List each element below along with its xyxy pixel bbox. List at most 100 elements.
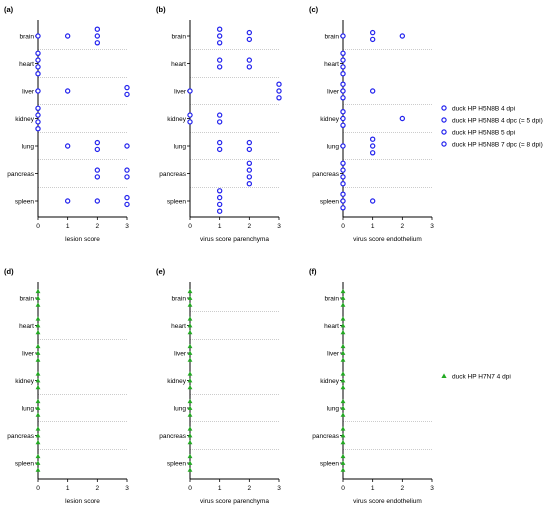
data-point-s0-lung bbox=[187, 412, 193, 417]
legend-marker bbox=[441, 373, 447, 378]
data-point-s0-brain bbox=[187, 302, 193, 307]
data-point-s0-brain bbox=[340, 302, 346, 307]
y-tick-label-pancreas: pancreas bbox=[312, 171, 339, 178]
data-point-s0-heart bbox=[35, 50, 41, 57]
y-tick-label-lung: lung bbox=[327, 405, 340, 412]
data-point-s0-brain bbox=[187, 295, 193, 300]
data-point-s0-heart bbox=[35, 323, 41, 328]
data-point-s0-heart bbox=[340, 329, 346, 335]
data-point-s0-pancreas bbox=[187, 439, 193, 445]
data-point-s2-pancreas bbox=[124, 174, 130, 180]
data-point-s3-spleen bbox=[216, 208, 223, 214]
data-point-s0-heart bbox=[187, 316, 193, 321]
data-point-s0-kidney bbox=[35, 105, 41, 112]
y-tick-label-lung: lung bbox=[327, 143, 340, 150]
legend-label: duck HP H5N8B 7 dpc (= 8 dpi) bbox=[452, 141, 543, 148]
data-point-s0-pancreas bbox=[340, 426, 346, 431]
data-point-s2-heart bbox=[340, 64, 346, 70]
data-point-s1-kidney bbox=[399, 115, 406, 122]
data-point-s2-brain bbox=[369, 36, 376, 43]
y-tick-label-brain: brain bbox=[172, 295, 187, 302]
data-point-s0-pancreas bbox=[35, 439, 41, 445]
data-point-s1-kidney bbox=[35, 112, 41, 118]
y-tick-label-lung: lung bbox=[22, 143, 35, 150]
data-point-s3-kidney bbox=[340, 122, 346, 129]
y-tick-label-brain: brain bbox=[172, 33, 187, 40]
x-axis-label: lesion score bbox=[65, 498, 100, 505]
data-point-s2-lung bbox=[369, 150, 376, 156]
data-point-s0-kidney bbox=[35, 378, 41, 383]
y-tick-label-heart: heart bbox=[324, 323, 339, 330]
x-tick-label: 2 bbox=[248, 485, 252, 492]
data-point-s0-heart bbox=[187, 329, 193, 335]
x-tick-label: 3 bbox=[277, 223, 281, 230]
data-point-s0-liver bbox=[340, 343, 346, 349]
data-point-s3-liver bbox=[276, 95, 282, 101]
data-point-s1-lung bbox=[246, 139, 253, 146]
panel-label: (f) bbox=[309, 267, 317, 276]
legend-label: duck HP H5N8B 5 dpi bbox=[452, 129, 515, 136]
data-point-s0-liver bbox=[187, 88, 193, 94]
data-point-s3-brain bbox=[216, 40, 223, 46]
data-point-s2-kidney bbox=[216, 119, 223, 125]
data-point-s0-kidney bbox=[35, 384, 41, 390]
data-point-s0-heart bbox=[35, 329, 41, 335]
data-point-s3-heart bbox=[340, 70, 346, 77]
panel-label: (c) bbox=[309, 5, 319, 14]
data-point-s0-liver bbox=[340, 81, 346, 87]
x-tick-label: 0 bbox=[36, 485, 40, 492]
data-point-s1-heart bbox=[35, 57, 41, 63]
data-point-s0-brain bbox=[369, 29, 376, 36]
data-point-s0-spleen bbox=[35, 453, 41, 459]
data-point-s0-spleen bbox=[187, 453, 193, 459]
data-point-s0-lung bbox=[187, 398, 193, 404]
data-point-s0-pancreas bbox=[94, 167, 101, 173]
data-point-s0-kidney bbox=[340, 371, 346, 376]
data-point-s0-lung bbox=[369, 136, 376, 142]
x-tick-label: 3 bbox=[277, 485, 281, 492]
data-point-s2-liver bbox=[276, 88, 282, 94]
data-point-s0-brain bbox=[340, 295, 346, 300]
y-tick-label-brain: brain bbox=[325, 33, 340, 40]
y-tick-label-kidney: kidney bbox=[167, 378, 187, 385]
data-point-s0-heart bbox=[216, 57, 223, 63]
data-point-s3-liver bbox=[64, 88, 71, 94]
data-point-s0-liver bbox=[35, 343, 41, 349]
data-point-s2-kidney bbox=[35, 119, 41, 125]
y-tick-label-brain: brain bbox=[20, 295, 35, 302]
y-tick-label-spleen: spleen bbox=[320, 460, 340, 467]
data-point-s0-kidney bbox=[340, 384, 346, 390]
data-point-s2-liver bbox=[124, 91, 130, 98]
data-point-s3-brain bbox=[35, 33, 41, 39]
y-tick-label-pancreas: pancreas bbox=[7, 171, 34, 178]
data-point-s2-liver bbox=[340, 88, 346, 94]
data-point-s0-brain bbox=[35, 295, 41, 300]
data-point-s1-spleen bbox=[124, 194, 130, 201]
data-point-s0-lung bbox=[340, 398, 346, 404]
legend-label: duck HP H5N8B 4 dpc (= 5 dpi) bbox=[452, 117, 543, 124]
data-point-s0-brain bbox=[187, 288, 193, 294]
x-axis-label: virus score parenchyma bbox=[200, 498, 269, 505]
data-point-s0-lung bbox=[187, 405, 193, 410]
x-tick-label: 1 bbox=[66, 485, 70, 492]
data-point-s0-brain bbox=[340, 288, 346, 294]
data-point-s1-brain bbox=[94, 33, 101, 39]
data-point-s1-lung bbox=[94, 139, 101, 146]
y-tick-label-liver: liver bbox=[22, 350, 35, 357]
x-tick-label: 2 bbox=[248, 223, 252, 230]
data-point-s0-pancreas bbox=[340, 433, 346, 438]
y-tick-label-kidney: kidney bbox=[320, 378, 340, 385]
y-tick-label-pancreas: pancreas bbox=[7, 433, 34, 440]
y-tick-label-liver: liver bbox=[174, 88, 187, 95]
data-point-s3-kidney bbox=[187, 119, 193, 125]
x-axis-label: virus score endothelium bbox=[353, 498, 422, 505]
x-tick-label: 0 bbox=[188, 485, 192, 492]
legend-marker bbox=[441, 129, 447, 135]
data-point-s3-lung bbox=[340, 143, 346, 149]
data-point-s3-lung bbox=[216, 146, 223, 153]
data-point-s0-pancreas bbox=[187, 426, 193, 431]
data-point-s0-lung bbox=[35, 412, 41, 417]
y-tick-label-spleen: spleen bbox=[15, 460, 35, 467]
data-point-s3-liver bbox=[340, 95, 346, 101]
y-tick-label-spleen: spleen bbox=[167, 460, 187, 467]
